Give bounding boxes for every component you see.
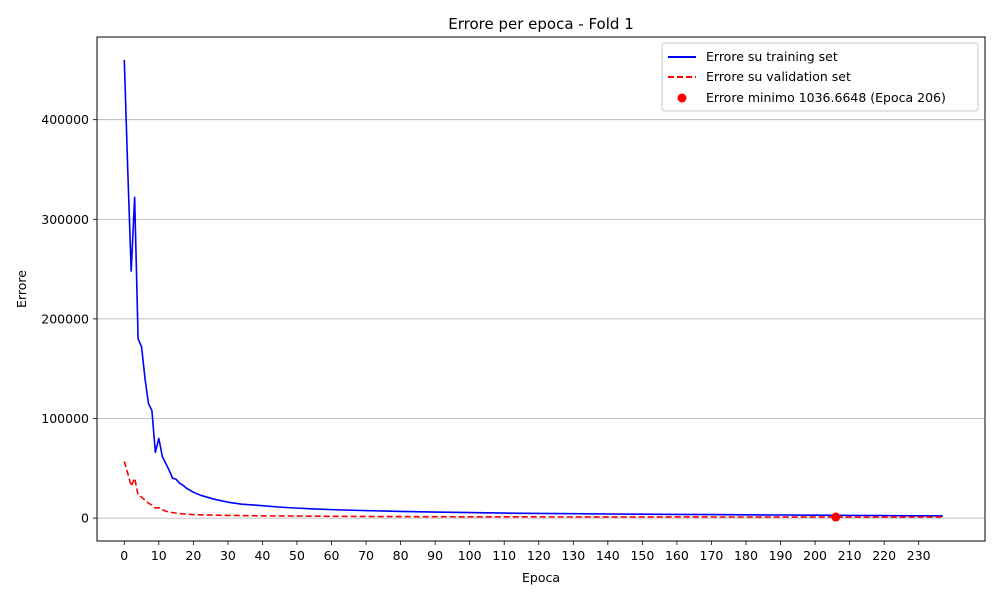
y-ticks: 0 100000 200000 300000 400000 — [41, 112, 97, 526]
y-tick-label: 300000 — [41, 212, 89, 227]
chart-title: Errore per epoca - Fold 1 — [448, 15, 634, 33]
legend-label-minimum: Errore minimo 1036.6648 (Epoca 206) — [706, 90, 946, 105]
x-tick-label: 190 — [769, 548, 793, 563]
x-tick-label: 30 — [220, 548, 236, 563]
minimum-error-point — [831, 512, 841, 522]
x-tick-label: 160 — [665, 548, 689, 563]
x-axis-title: Epoca — [522, 570, 560, 585]
plot-frame — [96, 36, 986, 542]
x-tick-label: 90 — [427, 548, 443, 563]
x-tick-label: 230 — [907, 548, 931, 563]
x-tick-label: 110 — [492, 548, 516, 563]
x-tick-label: 70 — [358, 548, 374, 563]
x-tick-label: 60 — [324, 548, 340, 563]
x-tick-label: 180 — [734, 548, 758, 563]
x-tick-label: 200 — [803, 548, 827, 563]
y-tick-label: 0 — [81, 511, 89, 526]
series-layer — [123, 59, 943, 522]
x-tick-label: 100 — [458, 548, 482, 563]
y-axis-title: Errore — [14, 270, 29, 308]
legend-label-validation: Errore su validation set — [706, 69, 851, 84]
x-tick-label: 50 — [289, 548, 305, 563]
x-tick-label: 40 — [254, 548, 270, 563]
x-tick-label: 210 — [838, 548, 862, 563]
x-tick-label: 20 — [185, 548, 201, 563]
x-tick-label: 140 — [596, 548, 620, 563]
series-line-training — [123, 59, 943, 517]
x-tick-label: 10 — [151, 548, 167, 563]
legend-label-training: Errore su training set — [706, 49, 838, 64]
legend-box — [661, 42, 979, 112]
legend-swatch-minimum — [677, 93, 687, 103]
x-tick-label: 120 — [527, 548, 551, 563]
y-tick-label: 100000 — [41, 411, 89, 426]
y-tick-label: 400000 — [41, 112, 89, 127]
x-tick-label: 0 — [120, 548, 128, 563]
x-tick-label: 170 — [700, 548, 724, 563]
series-line-validation — [123, 461, 943, 518]
legend: Errore su training set Errore su validat… — [661, 42, 979, 112]
x-tick-label: 80 — [393, 548, 409, 563]
x-ticks: 0 10 20 30 40 50 60 70 80 90 100 110 120 130 140 150 160… — [120, 541, 931, 563]
y-tick-label: 200000 — [41, 311, 89, 326]
x-tick-label: 220 — [872, 548, 896, 563]
x-tick-label: 150 — [630, 548, 654, 563]
x-tick-label: 130 — [561, 548, 585, 563]
